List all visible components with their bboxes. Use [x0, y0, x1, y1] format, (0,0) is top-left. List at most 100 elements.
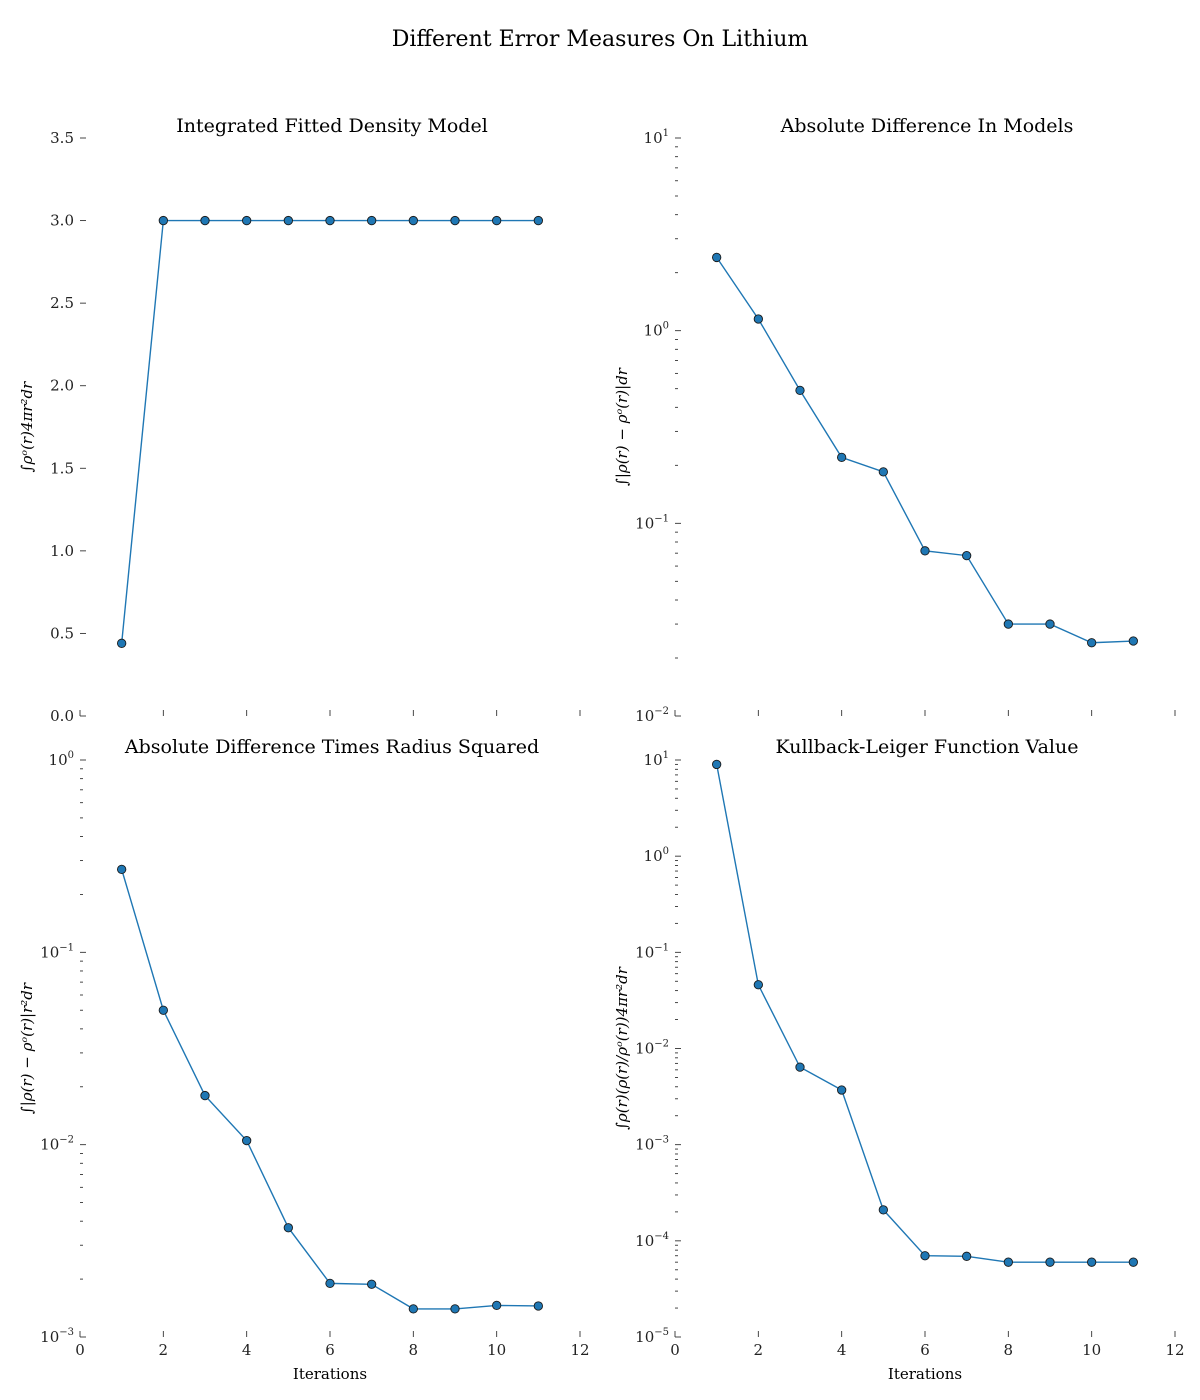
y-tick-label: 100 — [49, 750, 74, 769]
data-point — [450, 1304, 460, 1314]
y-tick-label: 101 — [644, 750, 669, 769]
x-tick-label: 4 — [837, 1341, 847, 1359]
data-point — [712, 759, 722, 770]
data-point — [117, 638, 127, 648]
y-tick-label: 10−1 — [635, 942, 669, 961]
data-point — [962, 550, 972, 561]
panel-title: Integrated Fitted Density Model — [176, 115, 488, 137]
chart-panel-2: Absolute Difference In Models 10−2 10−1 100… — [613, 115, 1176, 725]
y-tick-label: 10−5 — [635, 1327, 669, 1346]
y-tick-label: 2.0 — [50, 377, 74, 395]
figure-title: Different Error Measures On Lithium — [392, 27, 809, 52]
y-tick-label: 100 — [644, 846, 669, 865]
data-point — [1003, 1257, 1013, 1267]
y-tick-label: 100 — [644, 321, 669, 340]
x-tick-label: 10 — [1082, 1341, 1101, 1359]
data-point — [878, 467, 888, 477]
data-point — [837, 1085, 847, 1095]
data-point — [795, 385, 805, 396]
data-point — [1087, 1257, 1097, 1267]
data-point — [1087, 638, 1097, 648]
data-point — [117, 864, 127, 875]
series-line — [715, 764, 1134, 1263]
y-tick-label: 3.0 — [50, 212, 74, 230]
series-line — [120, 219, 539, 644]
x-axis-label: Iterations — [293, 1365, 367, 1383]
x-tick-label: 6 — [920, 1341, 930, 1359]
data-point — [408, 1304, 418, 1314]
data-point — [492, 1300, 502, 1311]
data-point — [283, 215, 293, 226]
chart-panels: Integrated Fitted Density Model 0.0 0.5 1.0… — [18, 115, 1185, 1383]
data-point — [450, 215, 460, 226]
data-point — [1045, 1257, 1055, 1267]
x-tick-label: 4 — [242, 1341, 252, 1359]
data-point — [200, 1090, 210, 1101]
y-tick-label: 10−1 — [40, 942, 74, 961]
data-point — [533, 215, 543, 226]
data-point — [1128, 636, 1138, 646]
data-point — [962, 1251, 972, 1261]
data-point — [242, 1135, 252, 1146]
y-tick-label: 10−3 — [40, 1327, 74, 1346]
data-point — [920, 546, 930, 556]
data-point — [408, 215, 418, 226]
y-tick-label: 0.0 — [50, 707, 74, 725]
x-tick-label: 12 — [1165, 1341, 1184, 1359]
chart-panel-3: Absolute Difference Times Radius Squared… — [18, 736, 590, 1383]
y-tick-label: 10−2 — [635, 706, 669, 725]
x-tick-label: 12 — [570, 1341, 589, 1359]
data-point — [492, 215, 502, 226]
y-tick-label: 3.5 — [50, 129, 74, 147]
y-tick-label: 10−3 — [635, 1135, 669, 1154]
data-point — [158, 215, 168, 226]
chart-panel-4: Kullback-Leiger Function Value 10−5 10−4 10… — [613, 736, 1185, 1383]
x-axis-label: Iterations — [888, 1365, 962, 1383]
y-tick-label: 2.5 — [50, 294, 74, 312]
data-point — [753, 980, 763, 990]
chart-panel-1: Integrated Fitted Density Model 0.0 0.5 1.0… — [18, 115, 581, 725]
data-point — [283, 1223, 293, 1233]
data-point — [753, 314, 763, 324]
series-line — [120, 869, 539, 1310]
panel-title: Kullback-Leiger Function Value — [776, 736, 1079, 758]
data-point — [325, 1278, 335, 1289]
data-point — [1003, 619, 1013, 629]
y-axis-label: ∫|ρ(r) − ρᵒ(r)|dr — [613, 367, 631, 486]
data-point — [200, 215, 210, 226]
x-tick-label: 0 — [75, 1341, 85, 1359]
data-point — [367, 1279, 377, 1289]
x-tick-label: 8 — [1004, 1341, 1014, 1359]
data-point — [533, 1301, 543, 1311]
data-point — [242, 215, 252, 226]
y-tick-label: 10−1 — [635, 513, 669, 532]
x-tick-label: 10 — [487, 1341, 506, 1359]
data-point — [1128, 1257, 1138, 1267]
y-tick-label: 1.5 — [50, 459, 74, 477]
data-point — [1045, 619, 1055, 629]
x-tick-label: 2 — [754, 1341, 764, 1359]
y-tick-label: 10−2 — [40, 1135, 74, 1154]
y-tick-label: 101 — [644, 128, 669, 147]
data-point — [712, 252, 722, 263]
y-tick-label: 1.0 — [50, 542, 74, 560]
data-point — [920, 1251, 930, 1261]
y-tick-label: 10−2 — [635, 1039, 669, 1058]
y-axis-label: ∫ρ(r)(ρ(r)/ρᵒ(r))4πr²dr — [613, 966, 631, 1130]
y-tick-label: 0.5 — [50, 624, 74, 642]
y-axis-label: ∫|ρ(r) − ρᵒ(r)|r²dr — [18, 982, 36, 1114]
x-tick-label: 8 — [409, 1341, 419, 1359]
series-line — [716, 257, 1134, 644]
data-point — [325, 215, 335, 226]
x-tick-label: 2 — [159, 1341, 169, 1359]
y-axis-label: ∫ρᵒ(r)4πr²dr — [18, 381, 36, 472]
panel-title: Absolute Difference Times Radius Squared — [124, 736, 539, 758]
panel-title: Absolute Difference In Models — [780, 115, 1074, 137]
data-point — [878, 1205, 888, 1215]
x-tick-label: 0 — [670, 1341, 680, 1359]
data-point — [158, 1005, 168, 1015]
data-point — [367, 215, 377, 226]
y-tick-label: 10−4 — [635, 1231, 669, 1250]
data-point — [837, 452, 847, 463]
